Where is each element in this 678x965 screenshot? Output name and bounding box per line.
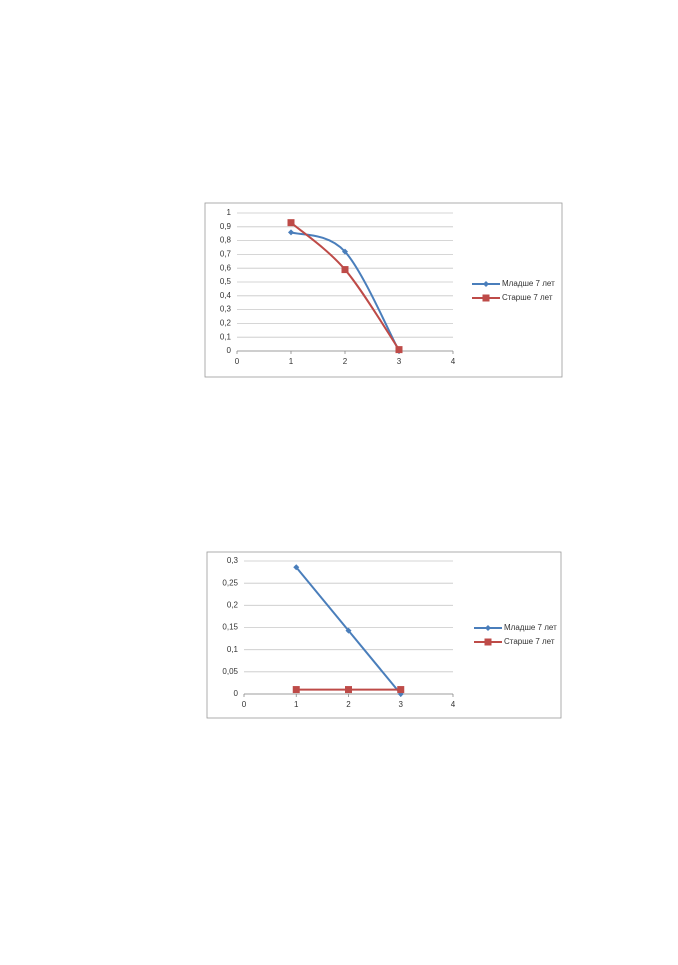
marker <box>482 294 490 302</box>
x-tick-label: 0 <box>235 357 240 366</box>
y-tick-label: 0,9 <box>220 222 232 231</box>
x-tick-label: 0 <box>242 700 247 709</box>
y-tick-label: 0,3 <box>227 556 239 565</box>
marker <box>397 686 405 694</box>
y-tick-label: 0,05 <box>222 667 238 676</box>
x-tick-label: 4 <box>451 700 456 709</box>
x-tick-label: 1 <box>289 357 294 366</box>
legend-label: Младше 7 лет <box>502 279 555 288</box>
y-tick-label: 1 <box>227 208 232 217</box>
marker <box>287 219 295 227</box>
marker <box>345 627 352 634</box>
y-tick-label: 0,7 <box>220 250 232 259</box>
y-tick-label: 0,6 <box>220 263 232 272</box>
x-tick-label: 4 <box>451 357 456 366</box>
y-tick-label: 0,3 <box>220 305 232 314</box>
y-tick-label: 0,4 <box>220 291 232 300</box>
marker <box>342 248 348 255</box>
marker <box>345 686 352 694</box>
y-tick-label: 0,5 <box>220 277 232 286</box>
chart-frame <box>206 551 562 719</box>
x-tick-label: 2 <box>346 700 351 709</box>
y-tick-label: 0,25 <box>222 578 238 587</box>
marker <box>341 266 349 274</box>
y-tick-label: 0 <box>234 689 239 698</box>
chart-frame <box>204 202 563 378</box>
x-tick-label: 3 <box>399 700 404 709</box>
marker <box>483 281 489 287</box>
y-tick-label: 0,1 <box>227 645 239 654</box>
legend-label: Старше 7 лет <box>504 637 555 646</box>
x-tick-label: 1 <box>294 700 299 709</box>
y-tick-label: 0,2 <box>227 600 239 609</box>
marker <box>288 229 294 236</box>
y-tick-label: 0,15 <box>222 623 238 632</box>
marker <box>292 686 300 694</box>
marker <box>293 564 300 571</box>
x-tick-label: 2 <box>343 357 348 366</box>
legend-label: Младше 7 лет <box>504 623 557 632</box>
y-tick-label: 0,1 <box>220 332 232 341</box>
marker <box>485 625 491 631</box>
marker <box>395 346 403 354</box>
y-tick-label: 0 <box>227 346 232 355</box>
x-tick-label: 3 <box>397 357 402 366</box>
legend-label: Старше 7 лет <box>502 293 553 302</box>
marker <box>484 638 492 646</box>
y-tick-label: 0,8 <box>220 236 232 245</box>
y-tick-label: 0,2 <box>220 319 232 328</box>
